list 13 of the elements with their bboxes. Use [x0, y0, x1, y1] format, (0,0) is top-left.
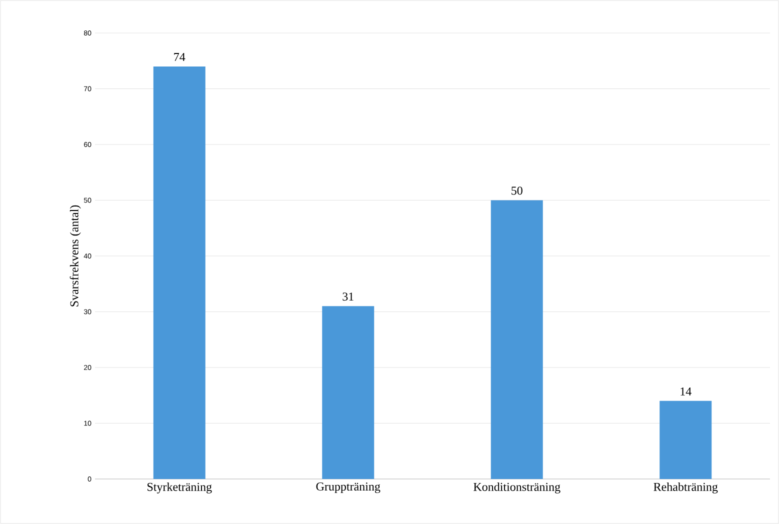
x-tick-label: Konditionsträning [474, 482, 560, 494]
bar [490, 200, 543, 479]
bar [660, 400, 712, 479]
data-label: 74 [174, 53, 186, 61]
x-tick-label: Rehabträning [654, 482, 718, 494]
bar [322, 306, 374, 479]
bar [153, 66, 206, 479]
x-tick-label: Styrketräning [148, 482, 212, 494]
data-label: 31 [342, 292, 354, 301]
x-tick-label: Gruppträning [316, 482, 380, 494]
data-label: 50 [512, 186, 522, 195]
data-label: 14 [680, 387, 692, 396]
y-axis-title: Svarsfrekvens (antal) [70, 205, 81, 306]
